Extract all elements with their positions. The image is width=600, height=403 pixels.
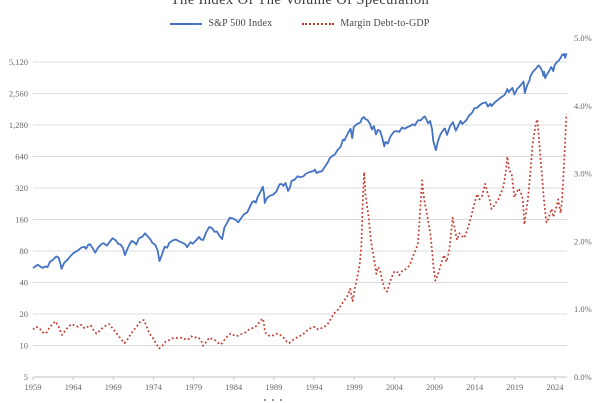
x-axis-tick-label: 1959 <box>25 382 42 392</box>
x-axis-tick-label: 1989 <box>265 382 282 392</box>
x-axis-tick-label: 2009 <box>426 382 443 392</box>
x-axis-tick-label: 1999 <box>346 382 363 392</box>
y-left-tick-label: 320 <box>15 183 28 193</box>
y-left-tick-label: 2,560 <box>9 89 28 99</box>
legend-item-sp500: S&P 500 Index <box>170 18 272 29</box>
y-left-tick-label: 1,280 <box>9 120 28 130</box>
chart-title: The Index Of The Volume Of Speculation <box>170 0 430 8</box>
clipped-caption-fragment <box>264 399 324 403</box>
x-axis-tick-label: 2024 <box>547 382 565 392</box>
x-axis-tick-label: 1979 <box>185 382 202 392</box>
y-right-tick-label: 3.0% <box>574 169 592 179</box>
sp500-line <box>32 53 568 270</box>
x-axis-tick-label: 1984 <box>225 382 243 392</box>
y-left-tick-label: 80 <box>20 246 29 256</box>
y-left-tick-label: 5 <box>24 372 28 382</box>
gridlines <box>33 61 567 346</box>
x-axis-tick-label: 2019 <box>506 382 523 392</box>
legend-item-margin-debt: Margin Debt-to-GDP <box>302 18 429 29</box>
x-axis-tick-label: 2014 <box>466 382 484 392</box>
margin-debt-line <box>32 113 568 350</box>
legend-label-margin-debt: Margin Debt-to-GDP <box>340 18 430 29</box>
y-left-tick-label: 160 <box>15 215 28 225</box>
margin-debt-line-swatch-icon <box>302 22 335 25</box>
sp500-line-swatch-icon <box>170 22 203 25</box>
y-right-tick-label: 5.0% <box>574 33 592 43</box>
chart-legend: S&P 500 Index Margin Debt-to-GDP <box>0 18 600 29</box>
axis-labels: 5,120 2,560 1,280 640 320 160 80 40 20 10 5 5.0% 4.0… <box>9 33 592 392</box>
y-right-tick-label: 4.0% <box>574 101 592 111</box>
y-right-tick-label: 1.0% <box>574 304 592 314</box>
legend-label-sp500: S&P 500 Index <box>208 18 273 29</box>
y-left-tick-label: 10 <box>20 341 29 351</box>
x-axis-tick-label: 1969 <box>105 382 122 392</box>
y-left-tick-label: 640 <box>15 152 28 162</box>
y-right-tick-label: 0.0% <box>574 372 592 382</box>
y-left-tick-label: 20 <box>20 309 29 319</box>
x-axis-tick-label: 2004 <box>386 382 404 392</box>
y-left-tick-label: 40 <box>20 278 29 288</box>
x-axis-tick-label: 1974 <box>145 382 163 392</box>
x-axis-tick-label: 1994 <box>306 382 324 392</box>
y-right-tick-label: 2.0% <box>574 236 592 246</box>
x-axis-tick-label: 1964 <box>65 382 83 392</box>
y-left-tick-label: 5,120 <box>9 57 28 67</box>
